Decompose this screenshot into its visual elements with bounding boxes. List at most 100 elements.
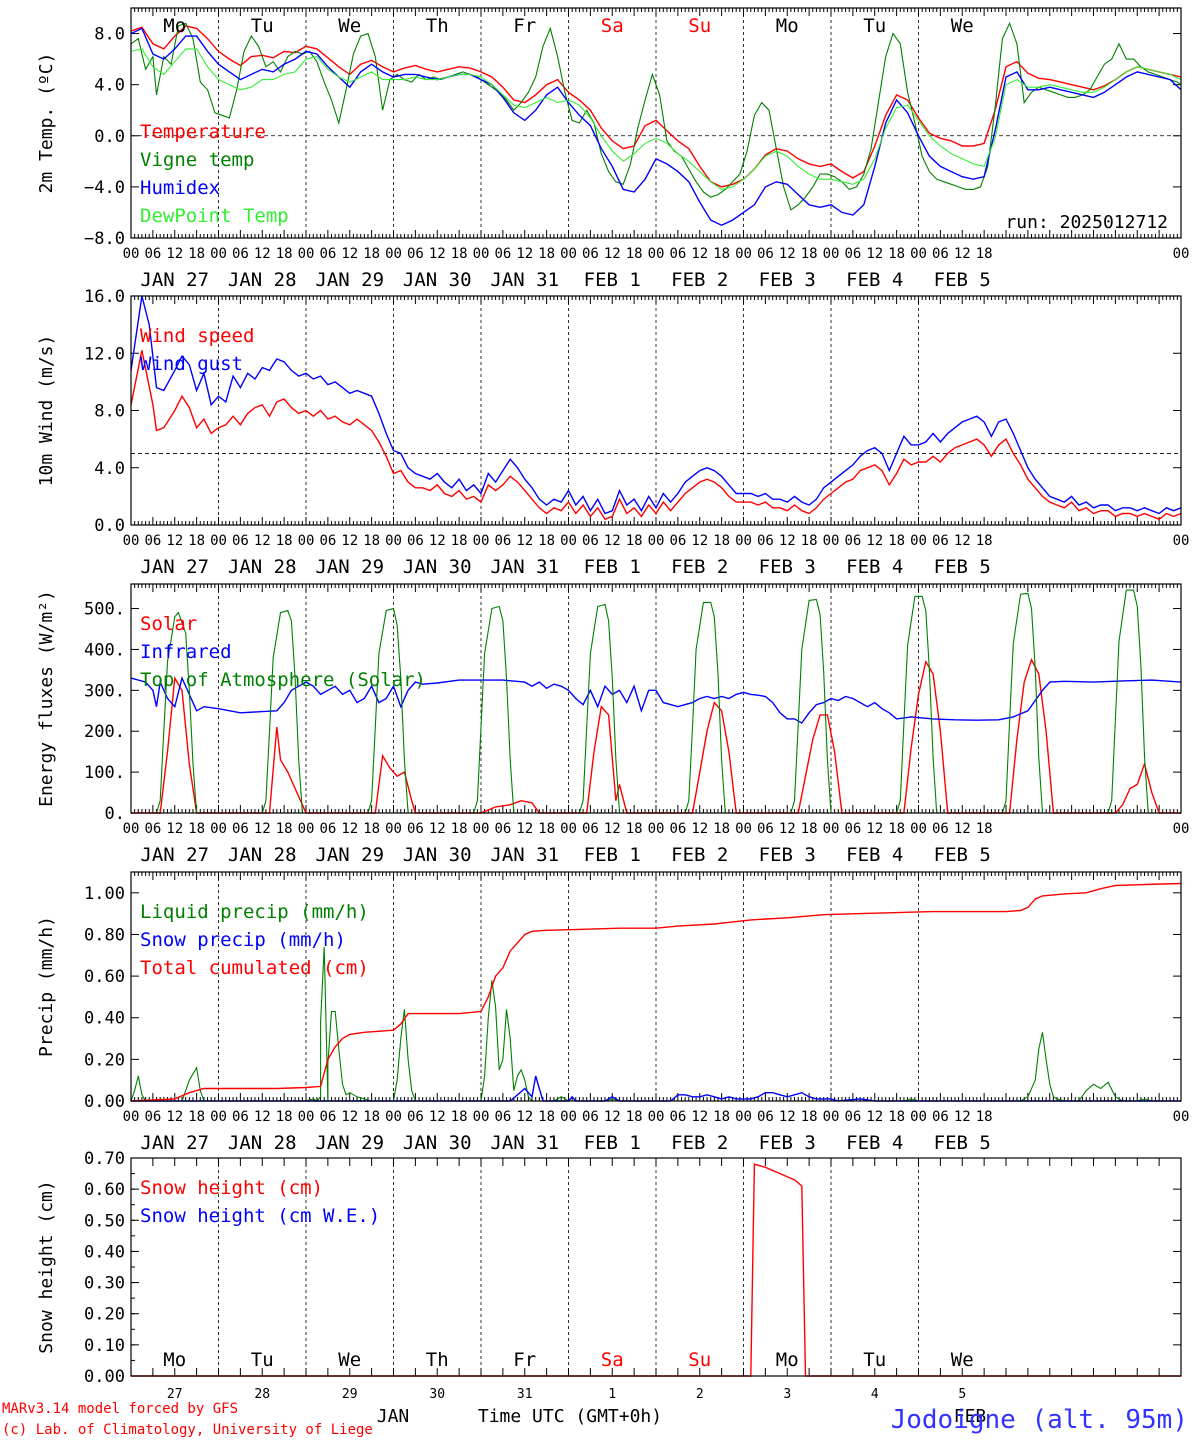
hour-label: 18	[538, 246, 555, 262]
day-number-label: 3	[783, 1387, 791, 1402]
y-axis-label: Snow height (cm)	[36, 1180, 57, 1353]
series-line-temperature	[130, 25, 1182, 188]
hour-label: 18	[888, 246, 905, 262]
day-number-label: 28	[254, 1387, 270, 1402]
hour-label: 06	[144, 821, 161, 837]
weekday-label: Sa	[601, 1349, 624, 1371]
y-tick-label: 0.60	[84, 1180, 125, 1200]
hour-label: 06	[844, 821, 861, 837]
hour-label: 00	[823, 533, 840, 549]
legend-entry: Vigne temp	[140, 149, 254, 171]
date-label: JAN 30	[403, 556, 472, 578]
hour-label: 00	[298, 246, 315, 262]
hour-label: 12	[516, 246, 533, 262]
date-label: FEB 5	[934, 269, 991, 291]
plot-frame	[130, 583, 1182, 814]
y-tick-label: 0.	[105, 804, 125, 824]
hour-label: 18	[188, 246, 205, 262]
hour-label: 00	[298, 1109, 315, 1125]
hour-label: 06	[494, 533, 511, 549]
panel-snow: 0.00 0.10 0.20 0.30 0.40 0.50 0.60 0.70 Snow hei…	[36, 1149, 1182, 1402]
hour-label: 18	[626, 533, 643, 549]
hour-label: 06	[319, 1109, 336, 1125]
hour-label: 18	[888, 821, 905, 837]
hour-label: 12	[166, 246, 183, 262]
series-line-dewpoint-temp	[130, 48, 1182, 190]
hour-label: 18	[888, 533, 905, 549]
hour-label: 12	[954, 533, 971, 549]
hour-label: 06	[669, 246, 686, 262]
date-label: FEB 1	[584, 1132, 641, 1154]
hour-label: 00	[473, 246, 490, 262]
hour-label: 18	[976, 533, 993, 549]
date-label: FEB 4	[846, 269, 903, 291]
hour-label: 18	[626, 246, 643, 262]
hour-label: 12	[779, 533, 796, 549]
y-tick-label: 400.	[84, 640, 125, 660]
hour-label: 06	[319, 246, 336, 262]
date-label: FEB 2	[671, 269, 728, 291]
hour-label: 18	[363, 821, 380, 837]
hour-label: 12	[341, 246, 358, 262]
hour-label: 12	[341, 533, 358, 549]
hour-label: 06	[669, 1109, 686, 1125]
date-label: JAN 28	[228, 556, 297, 578]
weekday-label: Tu	[251, 1349, 274, 1371]
y-tick-label: 16.0	[84, 287, 125, 307]
hour-label: 18	[801, 246, 818, 262]
hour-label: 12	[691, 246, 708, 262]
hour-label: 00	[123, 533, 140, 549]
day-number-label: 29	[342, 1387, 358, 1402]
hour-label: 18	[363, 533, 380, 549]
y-tick-label: 1.00	[84, 884, 125, 904]
date-label: FEB 5	[934, 1132, 991, 1154]
hour-label: 12	[691, 1109, 708, 1125]
hour-label: 00	[823, 1109, 840, 1125]
hour-label: 18	[713, 533, 730, 549]
hour-label: 18	[188, 1109, 205, 1125]
footer-credit: (c) Lab. of Climatology, University of L…	[2, 1422, 373, 1438]
series-line-total-cumulated-cm-	[130, 882, 1182, 1102]
legend-entry: Top of Atmosphere (Solar)	[140, 669, 426, 691]
hour-label: 06	[144, 533, 161, 549]
hour-label: 18	[188, 821, 205, 837]
y-tick-label: 0.00	[84, 1092, 125, 1112]
y-tick-label: −4.0	[84, 178, 125, 198]
hour-label: 12	[516, 821, 533, 837]
hour-label: 06	[757, 246, 774, 262]
hour-label: 12	[779, 1109, 796, 1125]
hour-label: 18	[188, 533, 205, 549]
hour-label: 00	[560, 246, 577, 262]
hour-label: 00	[1173, 1109, 1190, 1125]
hour-label: 00	[735, 1109, 752, 1125]
hour-label: 06	[844, 1109, 861, 1125]
date-label: FEB 4	[846, 1132, 903, 1154]
hour-label: 18	[276, 533, 293, 549]
y-tick-label: 4.0	[94, 76, 125, 96]
legend-entry: Infrared	[140, 641, 232, 663]
hour-label: 18	[363, 1109, 380, 1125]
hour-label: 18	[888, 1109, 905, 1125]
hour-label: 06	[232, 821, 249, 837]
hour-label: 00	[210, 821, 227, 837]
hour-label: 00	[1173, 246, 1190, 262]
y-tick-label: 0.50	[84, 1211, 125, 1231]
hour-label: 06	[757, 533, 774, 549]
date-label: FEB 1	[584, 844, 641, 866]
hour-label: 00	[560, 533, 577, 549]
legend-entry: Wind gust	[140, 353, 243, 375]
series-line-wind-speed	[130, 350, 1182, 521]
date-label: JAN 28	[228, 1132, 297, 1154]
hour-label: 00	[473, 1109, 490, 1125]
hour-label: 06	[582, 1109, 599, 1125]
hour-label: 12	[429, 821, 446, 837]
hour-label: 12	[254, 533, 271, 549]
hour-label: 00	[385, 1109, 402, 1125]
date-label: JAN 29	[315, 269, 384, 291]
legend-entry: Temperature	[140, 121, 266, 143]
y-tick-label: 200.	[84, 722, 125, 742]
series-line-snow-height-cm-	[131, 1163, 1181, 1377]
weekday-label: Mo	[776, 1349, 799, 1371]
y-tick-label: 0.10	[84, 1336, 125, 1356]
date-label: JAN 27	[140, 269, 209, 291]
